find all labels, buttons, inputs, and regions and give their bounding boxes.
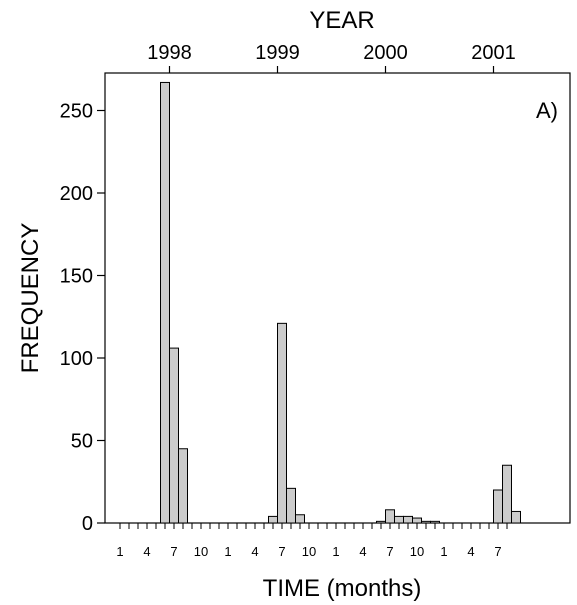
- bar: [160, 81, 170, 524]
- y-tick-label: 250: [60, 101, 93, 123]
- year-tick-label: 2001: [471, 42, 516, 64]
- y-axis: 0 50 100 150 200 250: [60, 101, 105, 535]
- x-axis-title: TIME (months): [263, 575, 422, 602]
- y-tick-label: 200: [60, 183, 93, 205]
- year-tick-label: 2000: [363, 42, 408, 64]
- bar: [178, 448, 188, 524]
- x-tick-label: 7: [170, 544, 177, 559]
- bar: [169, 347, 179, 524]
- bar: [430, 520, 440, 524]
- x-tick-label: 10: [410, 544, 424, 559]
- y-tick-label: 100: [60, 348, 93, 370]
- y-tick-label: 50: [71, 431, 93, 453]
- bar: [268, 515, 278, 524]
- x-tick-label: 4: [251, 544, 258, 559]
- x-tick-label: 7: [278, 544, 285, 559]
- bar: [286, 487, 296, 524]
- x-axis: 1 4 7 10 1 4 7 10 1 4 7 10 1 4 7: [116, 523, 508, 559]
- bar: [385, 509, 395, 524]
- y-tick-label: 150: [60, 266, 93, 288]
- bar: [295, 514, 305, 524]
- x-tick-label: 1: [332, 544, 339, 559]
- x-tick-label: 1: [224, 544, 231, 559]
- bar: [421, 520, 431, 524]
- x-tick-label: 7: [386, 544, 393, 559]
- x-tick-label: 1: [116, 544, 123, 559]
- top-year-axis: 1998 1999 2000 2001: [147, 42, 516, 73]
- bars-group: [160, 81, 521, 524]
- bar: [277, 322, 287, 524]
- bar: [511, 510, 521, 524]
- bar: [412, 517, 422, 524]
- y-axis-title: FREQUENCY: [17, 223, 44, 374]
- bar: [502, 464, 512, 524]
- x-tick-label: 4: [143, 544, 150, 559]
- x-tick-label: 7: [494, 544, 501, 559]
- bar: [493, 489, 503, 524]
- bar: [376, 520, 386, 524]
- panel-label: A): [536, 98, 558, 123]
- top-axis-title: YEAR: [309, 7, 374, 34]
- plot-frame: [104, 72, 571, 524]
- year-tick-label: 1998: [147, 42, 192, 64]
- x-tick-label: 10: [302, 544, 316, 559]
- x-tick-label: 4: [359, 544, 366, 559]
- x-tick-label: 1: [440, 544, 447, 559]
- bar: [403, 515, 413, 524]
- y-tick-label: 0: [82, 513, 93, 535]
- bar: [394, 515, 404, 524]
- x-tick-label: 10: [194, 544, 208, 559]
- x-tick-label: 4: [467, 544, 474, 559]
- year-tick-label: 1999: [255, 42, 300, 64]
